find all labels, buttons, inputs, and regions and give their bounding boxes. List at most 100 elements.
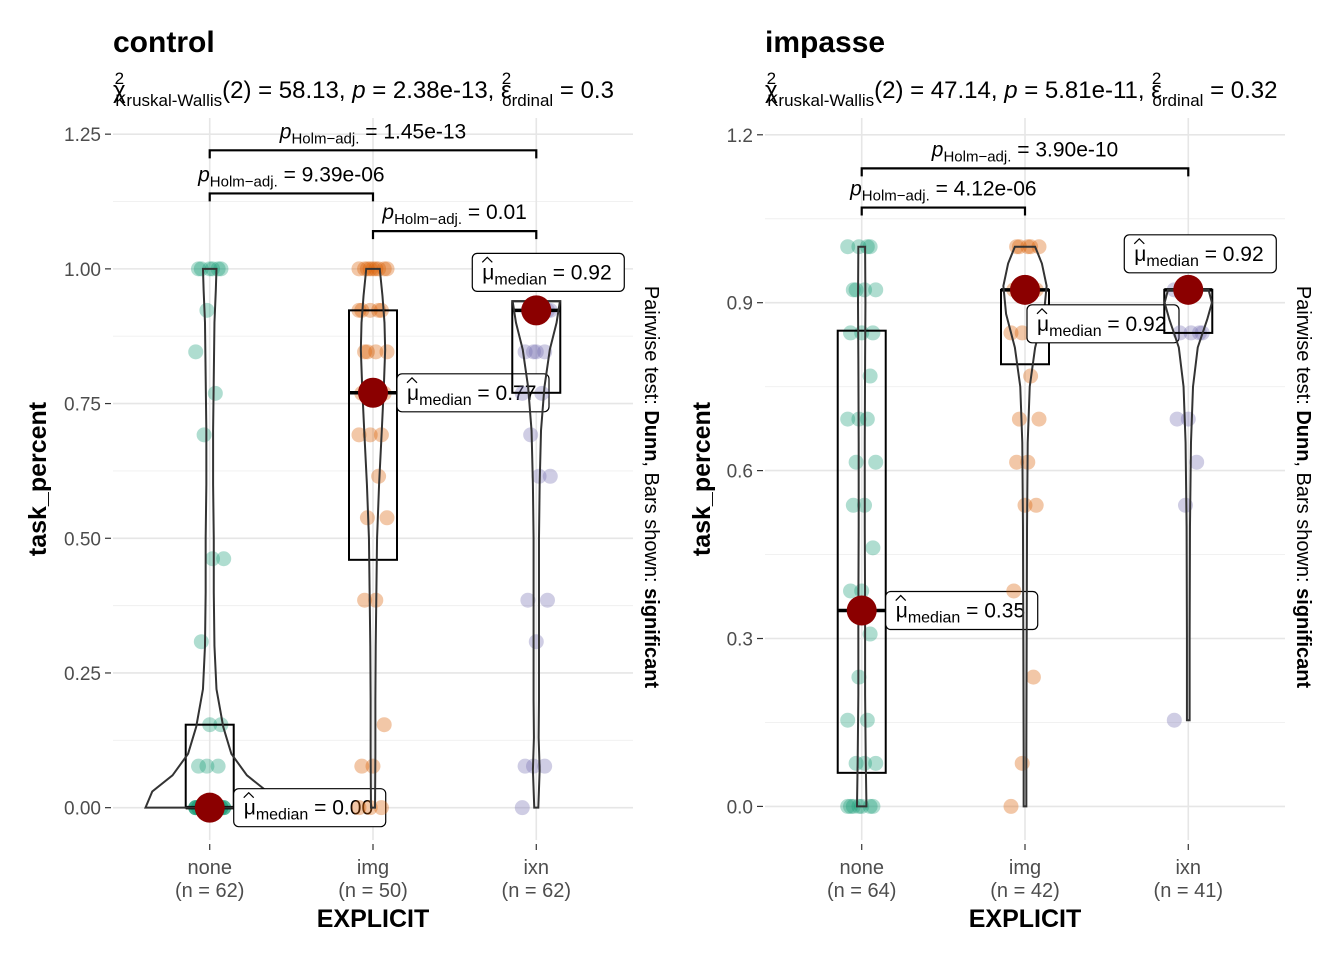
x-tick-label-ixn: ixn [523,857,549,879]
data-point [862,239,878,255]
data-point [840,798,856,814]
group-img: μmedian = 0.77 [348,261,550,816]
p-symbol: p [931,138,944,161]
data-point [840,239,856,255]
hat-mark [895,594,907,601]
stat-value: (2) = 58.13, [222,77,352,104]
data-point [1031,411,1047,427]
x-axis-label: EXPLICIT [969,905,1082,933]
data-point [373,800,389,816]
pairwise-value: = 9.39e-06 [278,163,385,186]
data-point [379,344,395,360]
pairwise-caption: Pairwise test: Dunn, Bars shown: signifi… [1292,286,1314,689]
median-value: = 0.77 [472,382,537,405]
data-point [868,755,884,771]
data-point [1189,454,1205,470]
data-point [528,634,544,650]
p-symbol: p [351,77,365,104]
data-point [537,758,553,774]
p-value: = 2.38e-13, [366,77,501,104]
pairwise-bracket [860,206,1027,216]
x-n-label-img: (n = 42) [990,880,1059,902]
median-dot [846,595,877,626]
y-tick-label: 0.25 [64,664,101,685]
holm-subscript: Holm−adj. [394,211,462,228]
data-point [1025,669,1041,685]
mu-symbol: μ [244,797,256,820]
pairwise-label: pHolm−adj. = 1.45e-13 [279,120,466,147]
data-point [840,411,856,427]
holm-subscript: Holm−adj. [943,148,1011,165]
data-point [517,758,533,774]
p-symbol: p [1003,77,1017,104]
y-tick-label: 0.00 [64,799,101,820]
holm-subscript: Holm−adj. [291,130,359,147]
data-point [357,261,373,277]
data-point [539,592,555,608]
caption-prefix: Pairwise test: [640,286,662,410]
x-n-label-ixn: (n = 41) [1154,880,1223,902]
x-n-label-none: (n = 62) [175,880,244,902]
y-tick-label: 1.25 [64,125,101,146]
stat-subtitle: χ2 Kruskal-Wallis(2) = 58.13, p = 2.38e-1… [113,69,614,110]
pairwise-bracket [860,167,1190,177]
pairwise-value: = 1.45e-13 [359,120,466,143]
data-point [193,634,209,650]
data-point [1028,497,1044,513]
violin [359,267,387,809]
data-point [1166,712,1182,728]
data-point [859,411,875,427]
box [348,309,398,561]
group-none: μmedian = 0.00 [143,261,387,828]
data-point [865,798,881,814]
data-point [1031,239,1047,255]
median-label-box [233,788,387,828]
mu-symbol: μ [482,261,494,284]
median-subscript: median [1049,323,1101,340]
pairwise-label: pHolm−adj. = 3.90e-10 [931,138,1118,165]
group-ixn: μmedian = 0.92 [471,252,625,816]
pairwise-value: = 4.12e-06 [930,178,1037,201]
p-value: = 5.81e-11, [1018,77,1152,104]
y-tick-label: 0.3 [727,630,753,651]
data-point [199,302,215,318]
eps-superscript: 2 [1152,69,1161,88]
data-point [862,626,878,642]
data-point [857,755,873,771]
data-point [191,758,207,774]
data-point [542,468,558,484]
pairwise-value: = 3.90e-10 [1011,138,1118,161]
data-point [843,583,859,599]
hat-mark [481,256,493,263]
caption-middle: , Bars shown: [1292,461,1314,588]
data-point [843,325,859,341]
data-point [840,712,856,728]
pairwise-label: pHolm−adj. = 0.01 [381,201,526,228]
caption-prefix: Pairwise test: [1292,286,1314,410]
violin [1163,288,1213,722]
data-point [351,800,367,816]
data-point [368,344,384,360]
data-point [359,344,375,360]
p-symbol: p [849,178,862,201]
median-subscript: median [494,271,546,288]
x-tick-label-img: img [1009,857,1041,879]
median-value: = 0.92 [547,261,612,284]
x-n-label-img: (n = 50) [338,880,407,902]
p-symbol: p [381,201,394,224]
data-point [1009,454,1025,470]
median-subscript: median [419,392,471,409]
median-label: μmedian = 0.77 [407,382,536,409]
p-symbol: p [279,120,292,143]
mu-symbol: μ [407,382,419,405]
data-point [351,427,367,443]
mu-symbol: μ [1134,243,1146,266]
caption-shown: significant [1292,588,1314,688]
median-dot [1010,274,1040,305]
data-point [354,758,370,774]
x-axis-label: EXPLICIT [317,905,430,933]
y-axis-label: task_percent [24,401,52,556]
chi-symbol: χ [113,77,126,104]
hat-mark [243,791,255,799]
data-point [862,368,878,384]
